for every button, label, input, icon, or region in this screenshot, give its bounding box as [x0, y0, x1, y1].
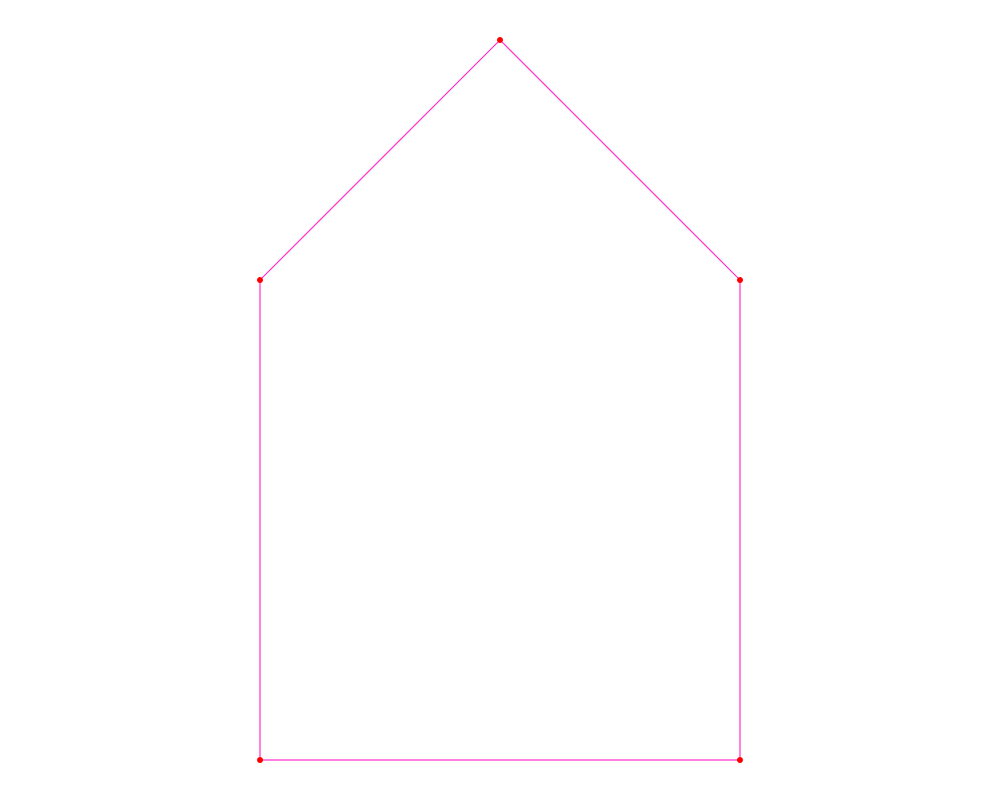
house-outline: [259, 39, 741, 761]
vertex-points: [257, 37, 743, 763]
vertex-left-eave: [257, 277, 263, 283]
vertex-right-eave: [737, 277, 743, 283]
edge-roof-right: [499, 39, 741, 281]
edge-roof-left: [259, 39, 501, 281]
vertex-apex: [497, 37, 503, 43]
vertex-bottom-left: [257, 757, 263, 763]
vertex-bottom-right: [737, 757, 743, 763]
